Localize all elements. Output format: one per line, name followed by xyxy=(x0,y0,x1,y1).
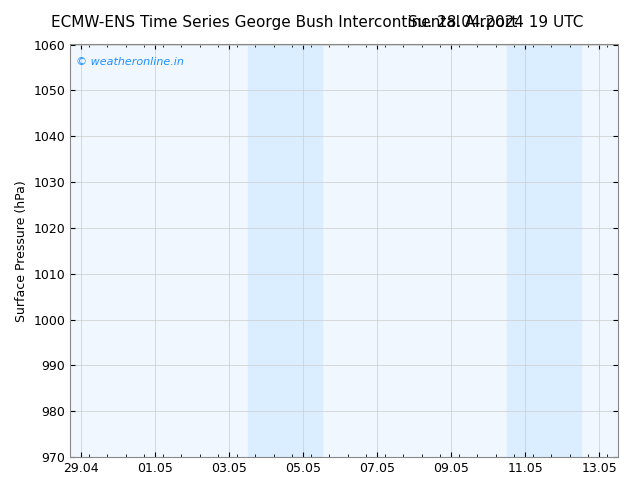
Text: ECMW-ENS Time Series George Bush Intercontinental Airport: ECMW-ENS Time Series George Bush Interco… xyxy=(51,15,517,30)
Y-axis label: Surface Pressure (hPa): Surface Pressure (hPa) xyxy=(15,180,28,322)
Bar xyxy=(507,45,581,457)
Bar xyxy=(248,45,322,457)
Text: © weatheronline.in: © weatheronline.in xyxy=(76,57,184,67)
Text: Su. 28.04.2024 19 UTC: Su. 28.04.2024 19 UTC xyxy=(408,15,583,30)
